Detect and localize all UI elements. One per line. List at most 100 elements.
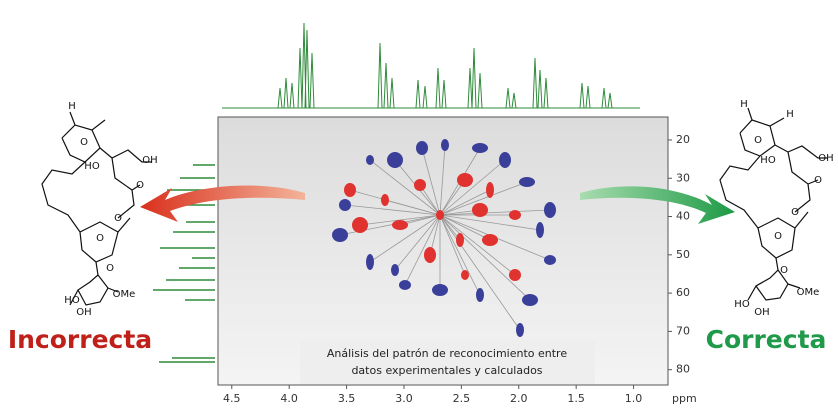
edge (349, 189, 441, 216)
edge (394, 214, 441, 271)
caption-line: datos experimentales y calculados (351, 364, 542, 377)
cross-peak (387, 152, 403, 168)
caption-box (300, 340, 595, 384)
top-peak (543, 77, 549, 109)
top-peak (471, 47, 477, 109)
top-peak (422, 85, 428, 109)
top-peak (383, 62, 389, 109)
caption-line: Análisis del patrón de reconocimiento en… (327, 347, 567, 360)
cross-peak (352, 217, 368, 233)
edge (344, 204, 441, 216)
cross-peak (472, 143, 488, 153)
edge (439, 214, 466, 276)
top-peak (537, 69, 543, 109)
top-spectrum (277, 22, 613, 109)
atom-label: OMe (797, 287, 820, 298)
edge (439, 181, 528, 216)
atom-label: O (136, 180, 144, 191)
atom-label: O (774, 231, 782, 242)
atom-label: H (68, 101, 76, 112)
y-tick-label: 30 (676, 171, 690, 184)
top-peak (585, 85, 591, 109)
edge (439, 144, 446, 216)
cross-peak (476, 288, 484, 302)
x-tick-label: 2.0 (510, 392, 528, 405)
top-peak (435, 67, 441, 109)
y-tick-label: 60 (676, 286, 690, 299)
cross-peak (366, 254, 374, 270)
top-peak (283, 77, 289, 109)
y-tick-label: 50 (676, 248, 690, 261)
cross-peak (366, 155, 374, 165)
cross-peak (432, 284, 448, 296)
atom-label: OMe (113, 289, 136, 300)
atom-label: HO (64, 295, 80, 306)
edge (439, 159, 506, 216)
cross-peak (391, 264, 399, 276)
atom-label: O (106, 263, 114, 274)
edge (439, 189, 491, 216)
network (332, 139, 556, 337)
cross-peak (522, 294, 538, 306)
edge (369, 159, 441, 216)
edge (439, 214, 491, 241)
atom-label: H (740, 99, 748, 110)
cross-peak (381, 194, 389, 206)
top-peak (441, 79, 447, 109)
atom-label: OH (754, 307, 769, 318)
atom-label: O (780, 265, 788, 276)
x-tick-label: 4.0 (280, 392, 298, 405)
top-peak (505, 87, 511, 109)
correct-label: Correcta (706, 325, 827, 354)
atom-label: HO (734, 299, 750, 310)
x-unit: ppm (672, 392, 697, 405)
edge (439, 209, 551, 216)
atom-label: OH (142, 155, 157, 166)
red-arrow (140, 185, 305, 222)
incorrect-label: Incorrecta (8, 325, 152, 354)
top-peak (289, 82, 295, 109)
top-peak (532, 57, 538, 109)
cross-peak (509, 269, 521, 281)
side-spectrum (153, 164, 215, 363)
edge (439, 214, 531, 301)
cross-peak (482, 234, 498, 246)
cross-peak (414, 179, 426, 191)
cross-peak (472, 203, 488, 217)
edge (369, 214, 441, 263)
cross-peak (332, 228, 348, 242)
atom-label: O (814, 175, 822, 186)
cross-peak (436, 210, 444, 220)
top-peak (377, 42, 383, 109)
top-peak (477, 72, 483, 109)
x-tick-label: 3.0 (395, 392, 413, 405)
y-tick-label: 20 (676, 133, 690, 146)
top-peak (607, 92, 613, 109)
top-peak (579, 82, 585, 109)
x-tick-label: 1.0 (625, 392, 643, 405)
x-tick-label: 3.5 (338, 392, 356, 405)
cross-peak (392, 220, 408, 230)
edge (439, 214, 521, 331)
cross-peak (457, 173, 473, 187)
atom-label: O (114, 213, 122, 224)
atom-label: O (791, 207, 799, 218)
atom-label: O (754, 135, 762, 146)
top-peak (297, 47, 303, 109)
edge (439, 214, 541, 231)
cross-peak (416, 141, 428, 155)
cross-peak (536, 222, 544, 238)
top-peak (277, 87, 283, 109)
cross-peak (339, 199, 351, 211)
y-tick-label: 40 (676, 210, 690, 223)
top-peak (309, 52, 315, 109)
cross-peak (509, 210, 521, 220)
atom-label: HO (760, 155, 776, 166)
y-tick-label: 70 (676, 324, 690, 337)
cross-peak (499, 152, 511, 168)
cross-peak (461, 270, 469, 280)
top-peak (467, 67, 473, 109)
atom-label: H (786, 109, 794, 120)
top-peak (601, 87, 607, 109)
